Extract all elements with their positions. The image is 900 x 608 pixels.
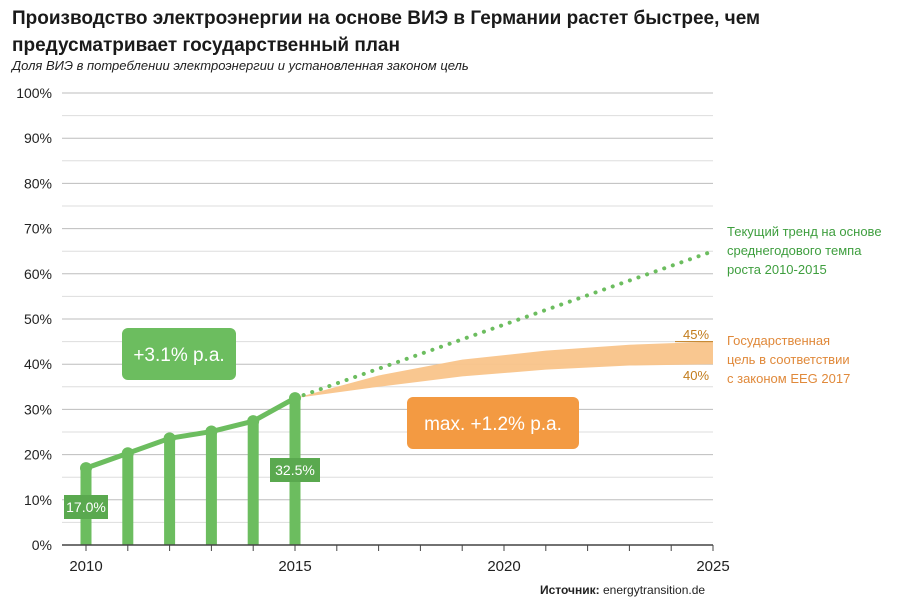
x-tick-label: 2015 bbox=[278, 558, 311, 575]
growth-callout-box bbox=[122, 328, 236, 380]
y-tick-label: 10% bbox=[24, 492, 52, 508]
data-labels: 17.0% 32.5% bbox=[64, 458, 320, 519]
growth-callout: +3.1% p.a. bbox=[133, 345, 224, 366]
data-point bbox=[205, 425, 218, 438]
trend-line bbox=[293, 249, 715, 401]
data-label-2010-box bbox=[64, 495, 108, 519]
grid-lines bbox=[62, 92, 713, 546]
y-tick-label: 40% bbox=[24, 356, 52, 372]
y-tick-label: 100% bbox=[16, 85, 52, 101]
y-tick-label: 90% bbox=[24, 130, 52, 146]
bar bbox=[164, 438, 176, 545]
series-lines bbox=[80, 249, 715, 475]
target-annotation-line: Государственная bbox=[727, 333, 830, 348]
annotations: 45% 40% Текущий тренд на основе среднегодов… bbox=[675, 224, 882, 386]
callouts: +3.1% p.a. max. +1.2% p.a. bbox=[122, 328, 579, 449]
x-tick-label: 2025 bbox=[696, 558, 729, 575]
y-axis-ticks: 0% 10% 20% 30% 40% 50% 60% 70% 80% 90% 100% bbox=[16, 85, 52, 553]
trend-annotation-line: Текущий тренд на основе bbox=[727, 224, 882, 239]
target-annotation-line: с законом EEG 2017 bbox=[727, 371, 850, 386]
bars bbox=[80, 398, 301, 545]
source-note: Источник: energytransition.de bbox=[540, 583, 705, 597]
data-label-2015-box bbox=[270, 458, 320, 482]
source-value: energytransition.de bbox=[603, 583, 706, 597]
bar bbox=[122, 453, 134, 545]
y-tick-label: 80% bbox=[24, 175, 52, 191]
data-point bbox=[121, 447, 134, 460]
y-tick-label: 50% bbox=[24, 311, 52, 327]
y-tick-label: 20% bbox=[24, 447, 52, 463]
y-tick-label: 0% bbox=[32, 537, 52, 553]
target-band bbox=[295, 341, 713, 399]
target-band-area bbox=[295, 341, 713, 399]
trend-annotation-line: среднегодового темпа bbox=[727, 243, 862, 258]
data-label-2015: 32.5% bbox=[275, 462, 315, 478]
target-callout: max. +1.2% p.a. bbox=[424, 414, 562, 435]
x-axis-ticks: 2010 2015 2020 2025 bbox=[62, 544, 730, 575]
target-callout-box bbox=[407, 397, 579, 449]
data-point bbox=[247, 415, 260, 428]
upper-bound-label: 45% bbox=[683, 327, 709, 342]
data-label-2010: 17.0% bbox=[66, 499, 106, 515]
trend-annotation-line: роста 2010-2015 bbox=[727, 262, 827, 277]
data-point bbox=[80, 462, 92, 475]
source-label: Источник: bbox=[540, 583, 600, 597]
y-tick-label: 30% bbox=[24, 401, 52, 417]
lower-bound-label: 40% bbox=[683, 368, 709, 383]
target-annotation-line: цель в соответствии bbox=[727, 352, 850, 367]
y-tick-label: 70% bbox=[24, 221, 52, 237]
chart-subtitle: Доля ВИЭ в потреблении электроэнергии и … bbox=[12, 58, 469, 73]
bar bbox=[247, 421, 259, 545]
data-point bbox=[163, 432, 176, 445]
x-tick-label: 2010 bbox=[69, 558, 102, 575]
historical-line bbox=[85, 395, 297, 471]
x-tick-label: 2020 bbox=[487, 558, 520, 575]
y-tick-label: 60% bbox=[24, 266, 52, 282]
chart-title: Производство электроэнергии на основе ВИ… bbox=[12, 8, 761, 56]
bar bbox=[205, 431, 217, 545]
